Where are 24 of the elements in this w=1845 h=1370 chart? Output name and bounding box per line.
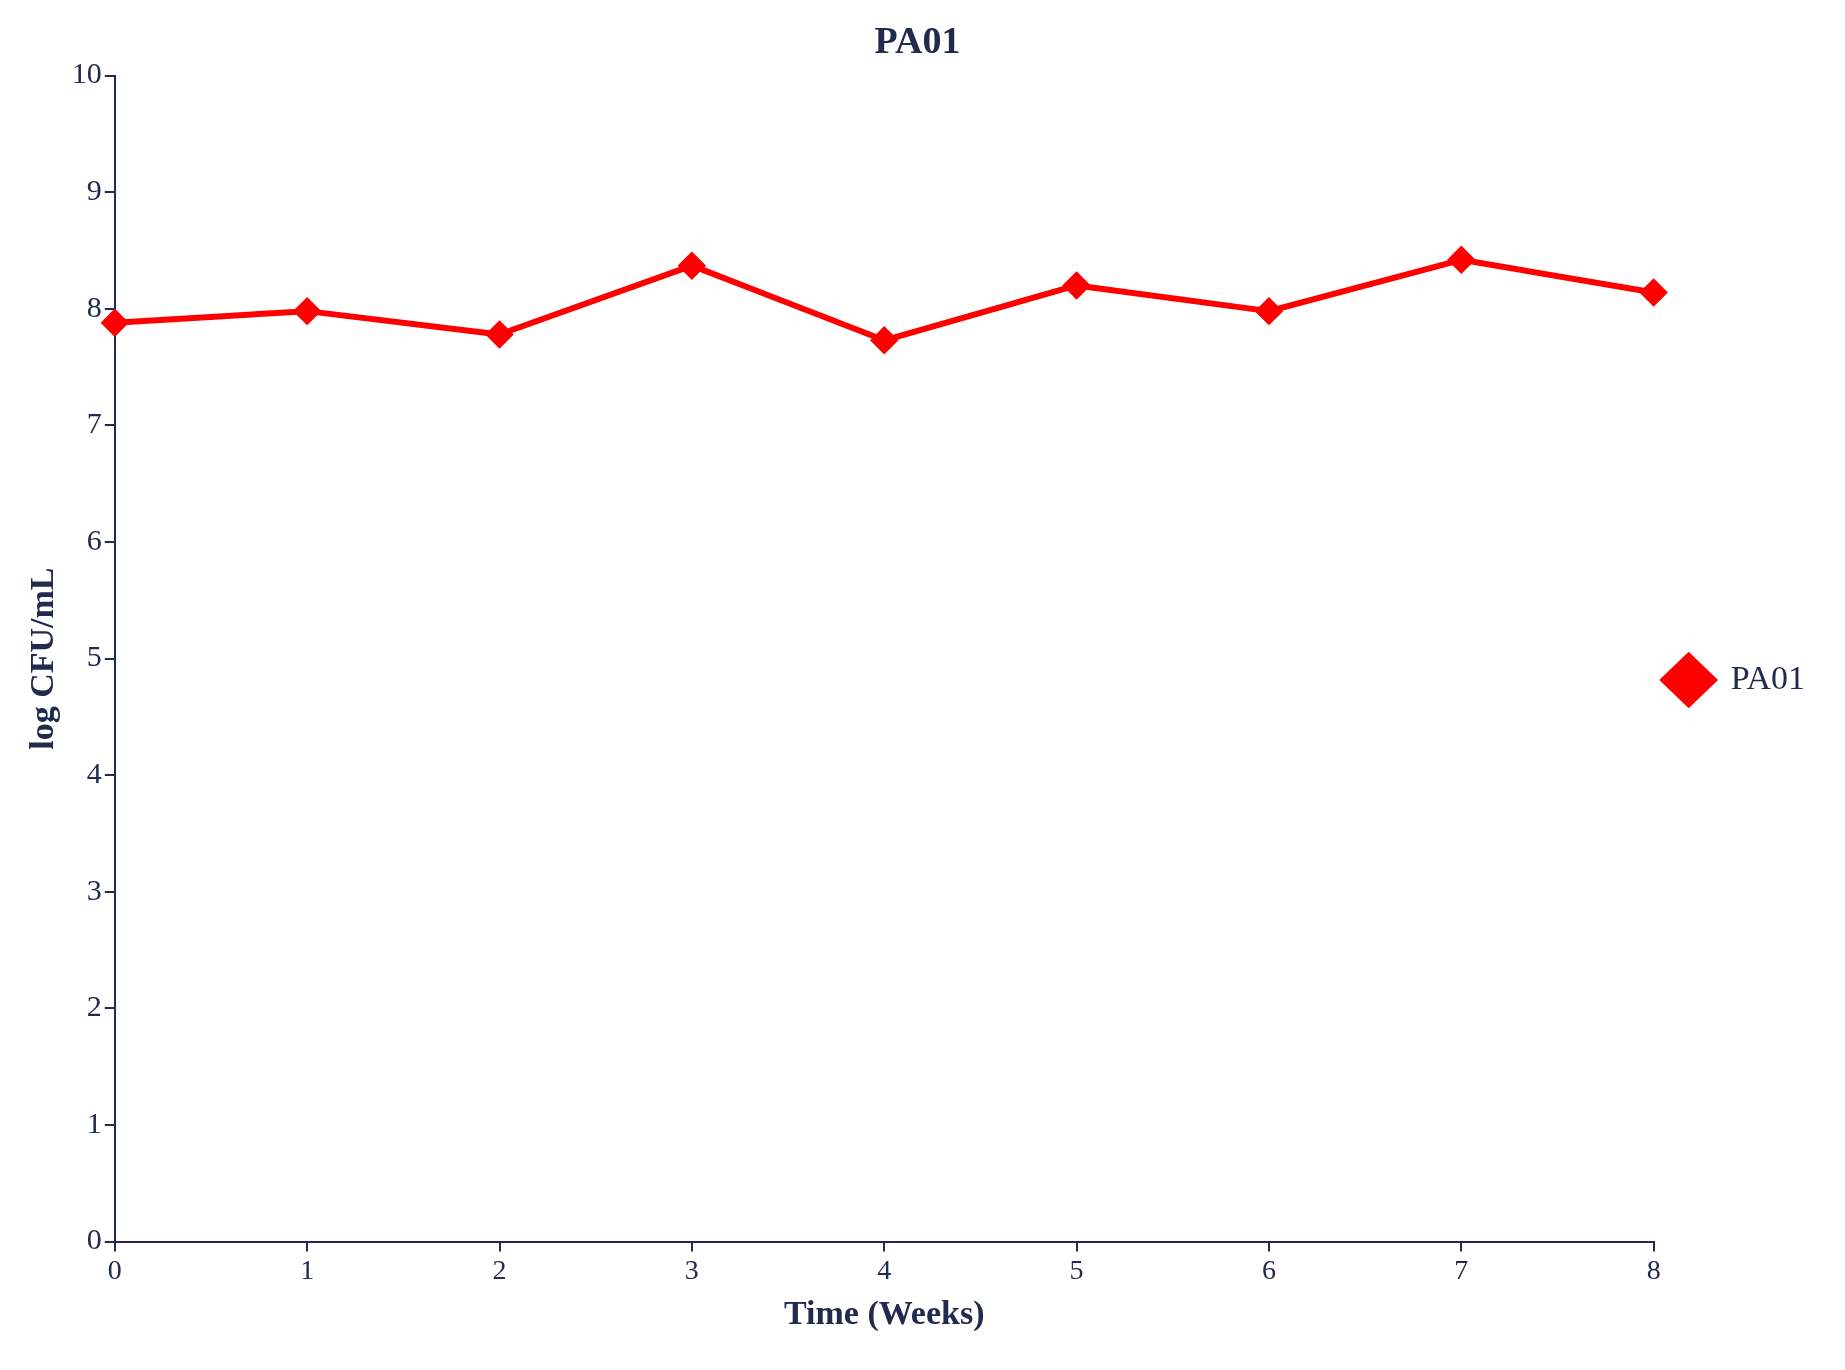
legend-label: PA01 [1730,658,1805,696]
y-tick-label: 0 [86,1222,102,1256]
x-tick-label: 5 [1069,1253,1084,1285]
x-tick-label: 2 [492,1253,507,1285]
x-tick-label: 3 [684,1253,699,1285]
x-tick-label: 6 [1261,1253,1276,1285]
x-tick-label: 0 [107,1253,122,1285]
x-tick-label: 4 [877,1253,892,1285]
y-tick-label: 3 [86,872,102,906]
y-tick-label: 4 [86,756,102,790]
y-axis-title: log CFU/mL [23,567,61,750]
y-tick-label: 9 [86,173,102,207]
x-axis-title: Time (Weeks) [783,1294,985,1333]
chart-title: PA01 [874,18,961,61]
y-tick-label: 7 [86,406,102,440]
y-tick-label: 2 [86,989,102,1023]
x-tick-label: 7 [1454,1253,1469,1285]
y-tick-label: 8 [86,289,102,323]
y-tick-label: 1 [86,1105,102,1139]
y-tick-label: 5 [86,639,102,673]
y-tick-label: 10 [71,56,102,90]
x-tick-label: 8 [1646,1253,1661,1285]
y-tick-label: 6 [86,522,102,556]
x-tick-label: 1 [300,1253,315,1285]
